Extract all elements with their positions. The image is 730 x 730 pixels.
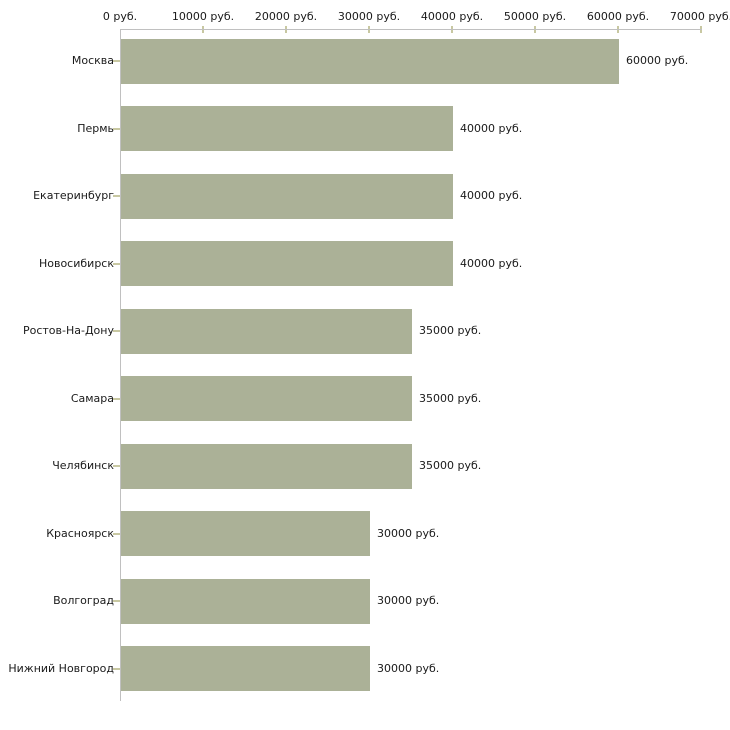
x-axis-tick-label: 50000 руб.: [503, 10, 567, 23]
category-label: Красноярск: [46, 527, 114, 540]
category-label: Новосибирск: [38, 257, 114, 270]
x-axis-tick-label: 20000 руб.: [254, 10, 318, 23]
bar: [121, 309, 412, 354]
category-tick-mark: [113, 128, 120, 130]
value-label: 35000 руб.: [419, 324, 482, 337]
x-axis-line: [120, 29, 702, 30]
x-axis-tick-label: 0 руб.: [102, 10, 138, 23]
category-tick-mark: [113, 600, 120, 602]
y-axis-line: [120, 29, 121, 701]
x-axis-tick-label: 70000 руб.: [669, 10, 730, 23]
bar: [121, 39, 619, 84]
bar: [121, 376, 412, 421]
category-label: Самара: [70, 392, 114, 405]
category-label: Ростов-На-Дону: [22, 324, 114, 337]
bar: [121, 241, 453, 286]
x-axis-tick-label: 10000 руб.: [171, 10, 235, 23]
bar: [121, 511, 370, 556]
value-label: 40000 руб.: [460, 257, 523, 270]
x-axis-tick-label: 60000 руб.: [586, 10, 650, 23]
value-label: 30000 руб.: [377, 594, 440, 607]
bar: [121, 106, 453, 151]
x-axis-tick-label: 30000 руб.: [337, 10, 401, 23]
category-label: Екатеринбург: [33, 189, 114, 202]
category-label: Волгоград: [53, 594, 114, 607]
bar: [121, 646, 370, 691]
category-label: Челябинск: [52, 459, 114, 472]
category-tick-mark: [113, 195, 120, 197]
value-label: 35000 руб.: [419, 392, 482, 405]
value-label: 30000 руб.: [377, 527, 440, 540]
category-label: Нижний Новгород: [8, 662, 114, 675]
value-label: 35000 руб.: [419, 459, 482, 472]
category-tick-mark: [113, 263, 120, 265]
category-tick-mark: [113, 398, 120, 400]
x-axis-tick-label: 40000 руб.: [420, 10, 484, 23]
category-tick-mark: [113, 465, 120, 467]
category-label: Москва: [71, 54, 114, 67]
bar: [121, 579, 370, 624]
value-label: 40000 руб.: [460, 122, 523, 135]
value-label: 30000 руб.: [377, 662, 440, 675]
value-label: 60000 руб.: [626, 54, 689, 67]
bar: [121, 174, 453, 219]
category-label: Пермь: [77, 122, 114, 135]
category-tick-mark: [113, 533, 120, 535]
category-tick-mark: [113, 668, 120, 670]
value-label: 40000 руб.: [460, 189, 523, 202]
category-tick-mark: [113, 330, 120, 332]
category-tick-mark: [113, 60, 120, 62]
bar: [121, 444, 412, 489]
